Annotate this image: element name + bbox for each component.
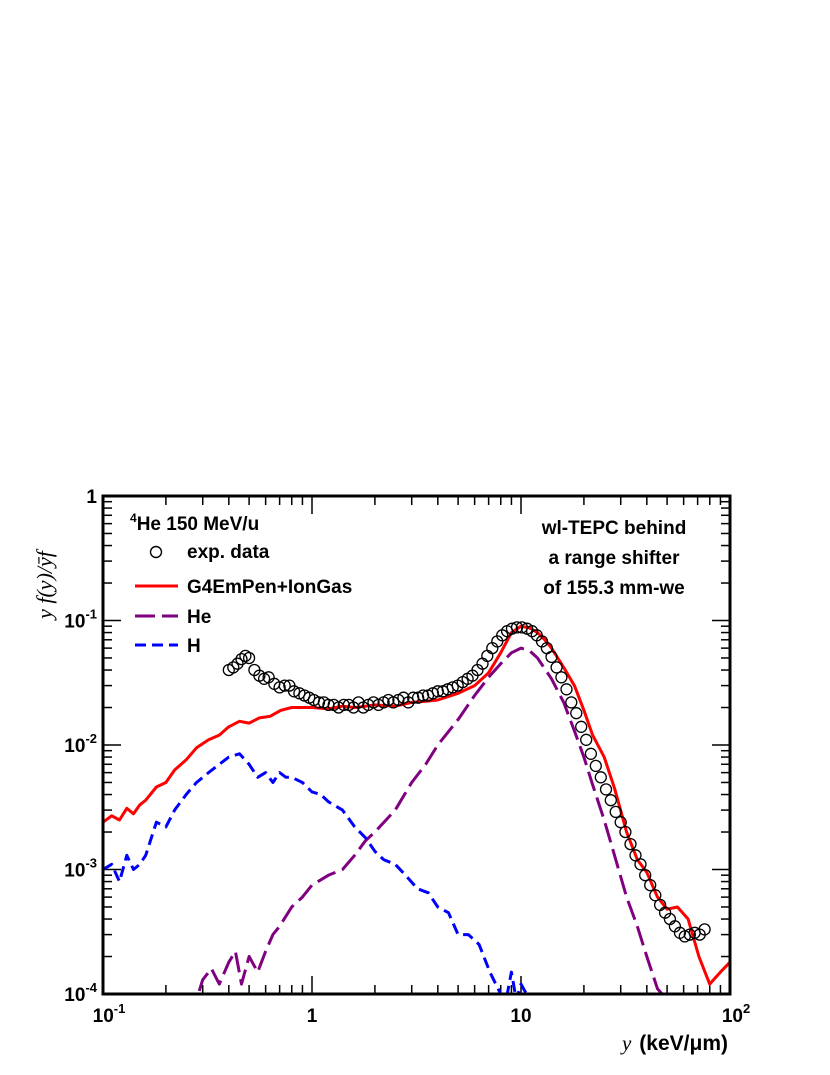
tick-labels: 10-1 1 10 102 1 10-1 10-2 10-3 10-4 xyxy=(64,487,750,1027)
data-point xyxy=(510,621,524,634)
y-tick-label: 10-4 xyxy=(64,980,97,1006)
annotation-line-2: a range shifter xyxy=(549,548,681,569)
data-point xyxy=(614,816,627,829)
x-tick-label: 102 xyxy=(722,1001,750,1027)
data-point xyxy=(312,696,326,709)
x-axis-unit: (keV/μm) xyxy=(639,1032,728,1055)
data-point xyxy=(580,733,593,746)
y-axis-label: y f(y)/ȳf xyxy=(32,548,57,621)
legend-label-h: H xyxy=(187,636,201,657)
data-point xyxy=(584,747,598,760)
series-layer xyxy=(103,621,730,994)
data-point xyxy=(619,825,632,839)
series-line-g4empen-iongas xyxy=(103,624,730,986)
data-point xyxy=(481,649,494,663)
series-line-he xyxy=(129,646,665,994)
data-point xyxy=(227,661,240,674)
x-tick-label: 1 xyxy=(307,1006,318,1027)
y-tick-label: 10-2 xyxy=(64,731,97,757)
data-point xyxy=(565,696,578,709)
data-point xyxy=(604,794,617,807)
y-tick-label: 10-3 xyxy=(64,856,97,882)
data-point xyxy=(446,681,459,694)
legend-label-g4empen: G4EmPen+IonGas xyxy=(187,577,352,598)
y-tick-label: 1 xyxy=(86,487,97,508)
data-point xyxy=(609,805,622,819)
y-tick-label: 10-1 xyxy=(64,607,97,633)
tick-marks xyxy=(102,496,730,995)
legend: 4He 150 MeV/u exp. data G4EmPen+IonGas H… xyxy=(130,511,352,657)
data-point xyxy=(575,720,588,733)
data-point xyxy=(287,685,301,698)
data-point xyxy=(599,783,613,796)
data-point xyxy=(545,650,558,664)
data-point xyxy=(555,671,568,684)
x-tick-label: 10 xyxy=(510,1006,531,1027)
data-point xyxy=(624,837,637,851)
data-point xyxy=(278,679,291,692)
data-point xyxy=(273,681,286,694)
data-point xyxy=(235,652,248,666)
data-point xyxy=(416,689,430,702)
data-point xyxy=(698,923,711,936)
x-axis-variable: y xyxy=(620,1031,632,1055)
annotation: wl-TEPC behind a range shifter of 155.3 … xyxy=(541,518,687,599)
data-point xyxy=(644,878,657,892)
legend-label-exp-data: exp. data xyxy=(187,542,270,563)
annotation-line-1: wl-TEPC behind xyxy=(541,518,687,539)
data-point xyxy=(242,651,256,665)
x-tick-label: 10-1 xyxy=(93,1001,126,1027)
legend-marker-exp-data xyxy=(149,545,163,559)
data-point xyxy=(550,661,563,674)
data-point xyxy=(431,685,444,698)
legend-title: 4He 150 MeV/u xyxy=(130,511,259,535)
data-point xyxy=(560,683,573,696)
legend-label-he: He xyxy=(187,607,211,628)
data-point xyxy=(505,622,519,635)
plot-frame xyxy=(101,494,732,996)
data-point xyxy=(231,657,244,670)
x-axis-label: y (keV/μm) xyxy=(620,1031,728,1055)
series-line-h xyxy=(103,752,567,994)
data-point xyxy=(589,759,602,773)
data-point xyxy=(649,889,662,902)
data-point xyxy=(639,869,652,882)
data-point xyxy=(594,771,607,784)
data-point xyxy=(570,707,583,720)
annotation-line-3: of 155.3 mm-we xyxy=(543,578,685,599)
data-point xyxy=(634,858,647,871)
